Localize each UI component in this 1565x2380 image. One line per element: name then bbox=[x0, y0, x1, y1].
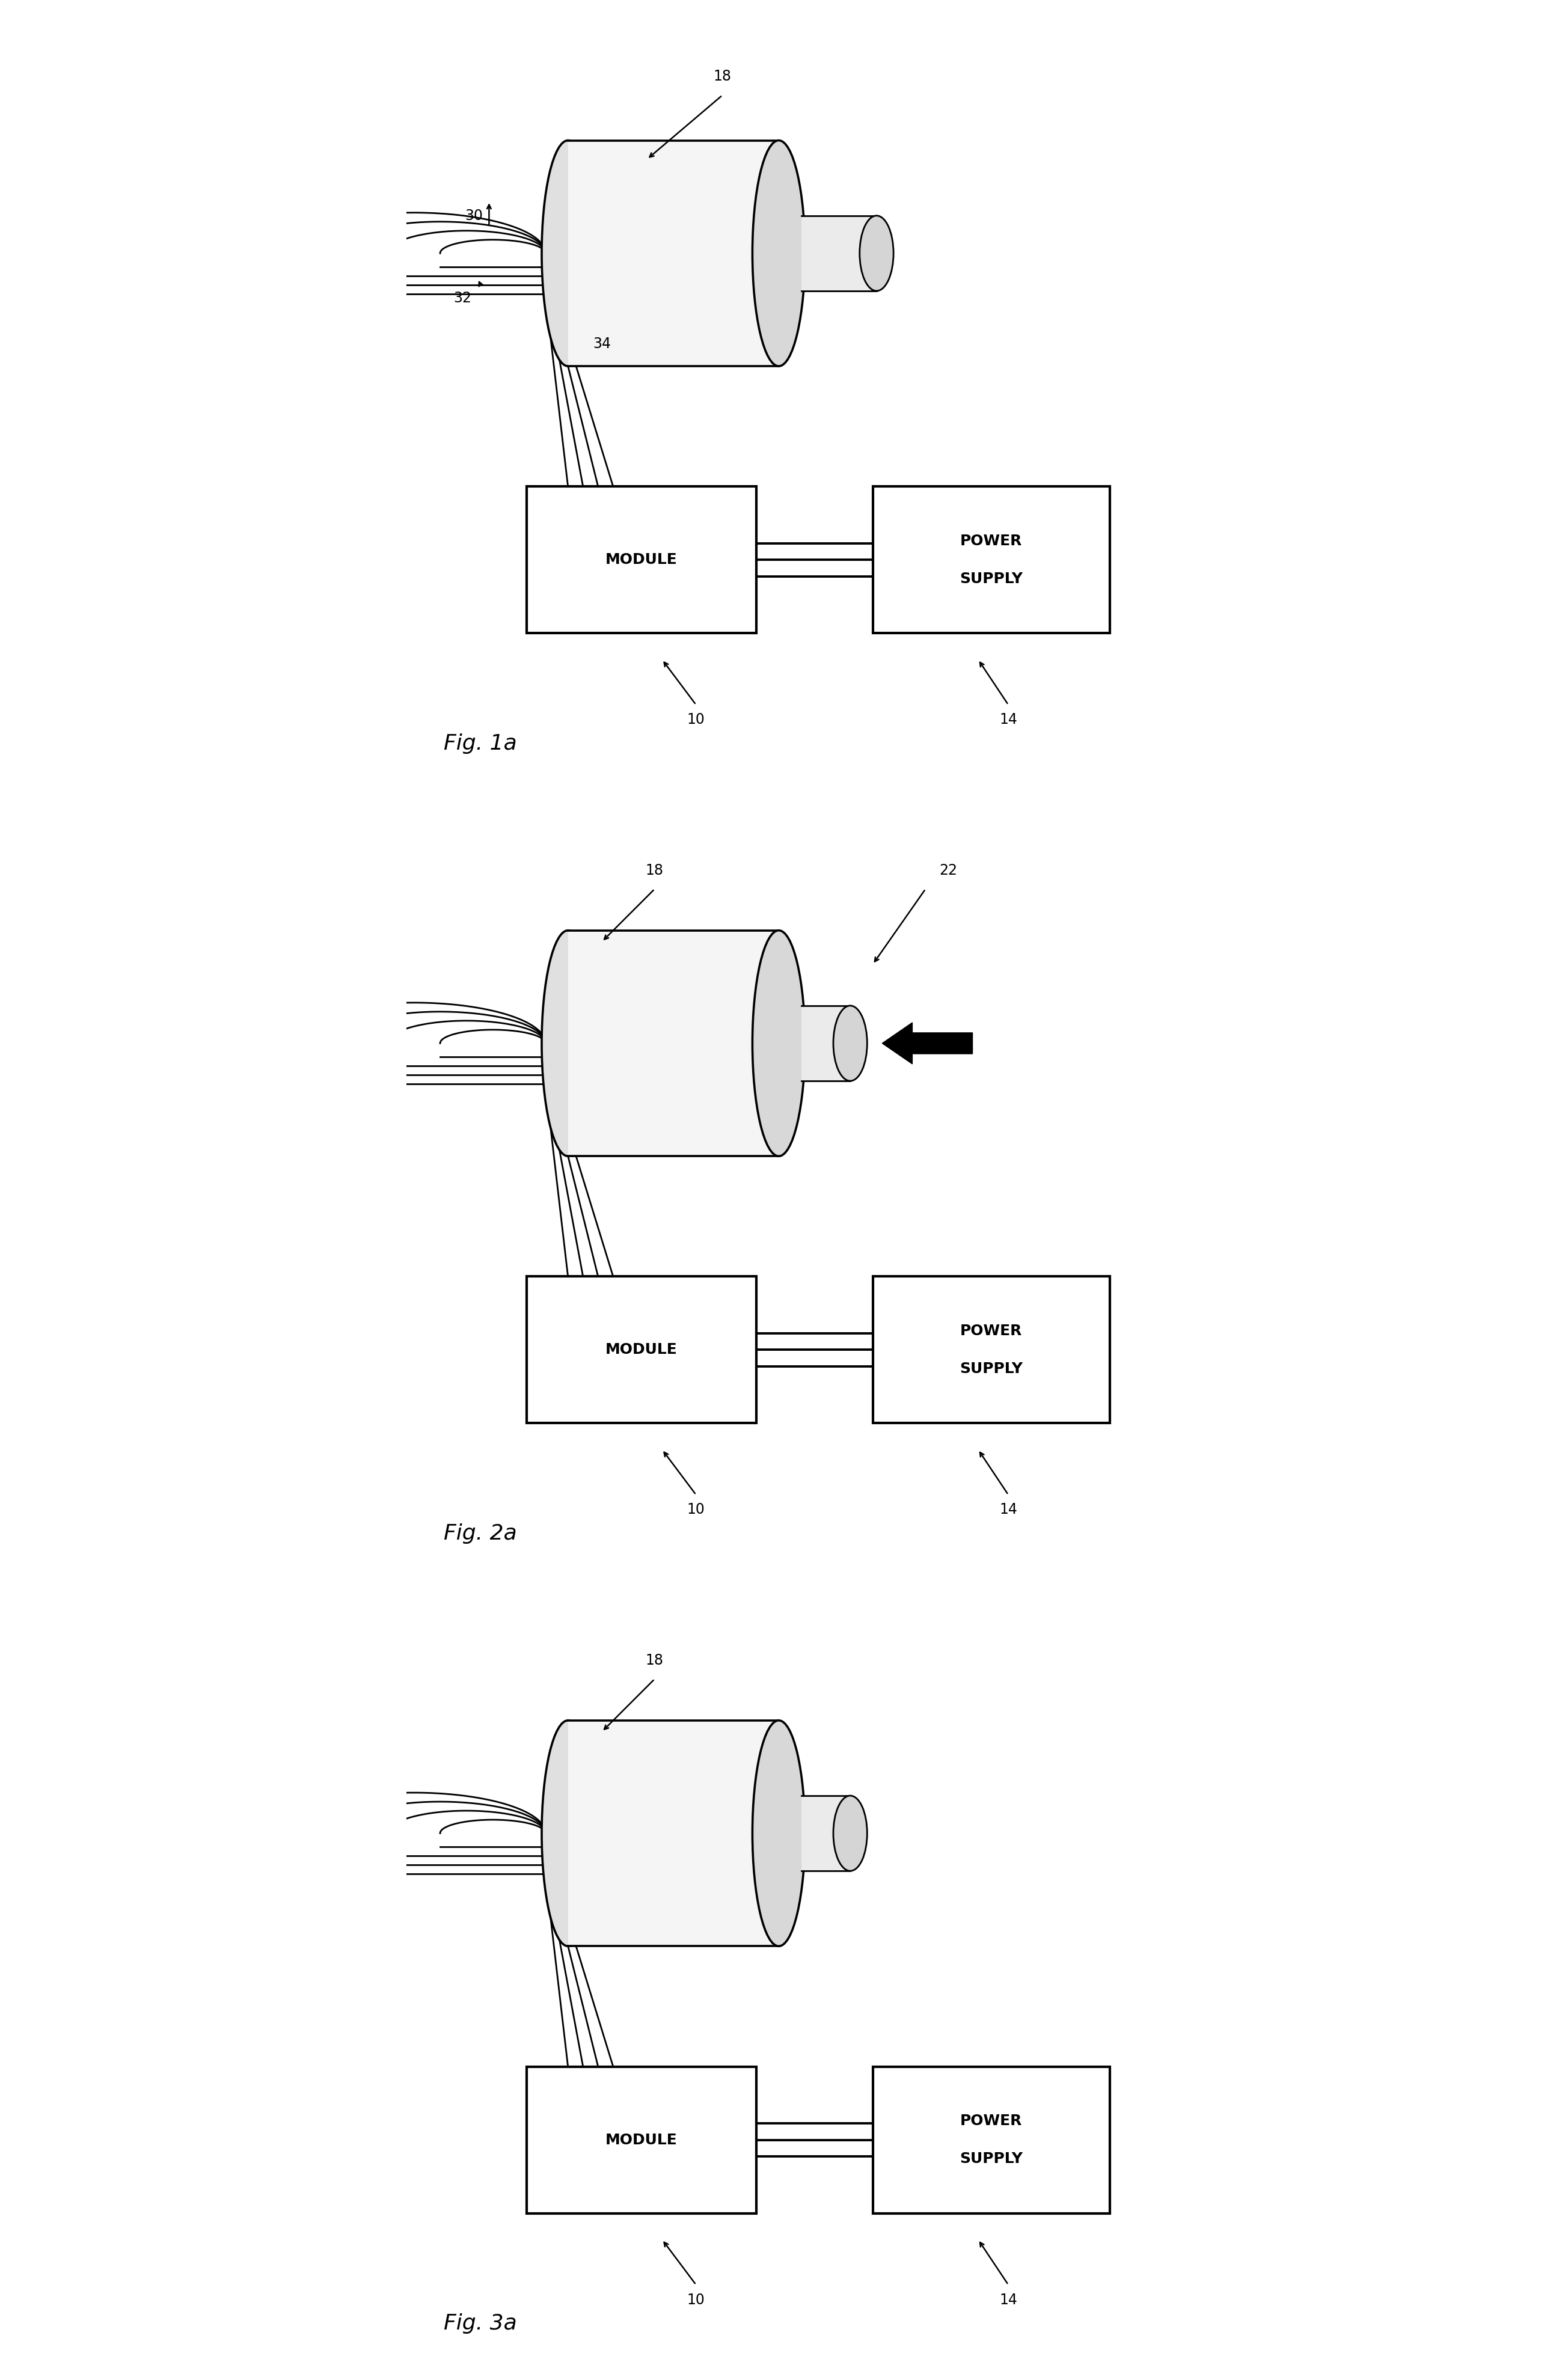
Bar bbox=[801, 1795, 850, 1871]
Text: 14: 14 bbox=[1000, 712, 1017, 726]
Text: MODULE: MODULE bbox=[606, 1342, 678, 1357]
Ellipse shape bbox=[753, 931, 804, 1157]
Text: 22: 22 bbox=[939, 864, 958, 878]
Text: SUPPLY: SUPPLY bbox=[959, 571, 1024, 585]
Bar bbox=[527, 1276, 756, 1423]
Text: 10: 10 bbox=[687, 1502, 704, 1516]
Bar bbox=[873, 2066, 1110, 2213]
Text: POWER: POWER bbox=[961, 533, 1022, 547]
Text: 30: 30 bbox=[465, 209, 484, 224]
Text: 14: 14 bbox=[1000, 2292, 1017, 2306]
FancyArrow shape bbox=[883, 1023, 972, 1064]
Ellipse shape bbox=[833, 1007, 867, 1081]
Text: Fig. 1a: Fig. 1a bbox=[444, 733, 516, 754]
Bar bbox=[801, 217, 876, 290]
Text: MODULE: MODULE bbox=[606, 2132, 678, 2147]
Text: Fig. 2a: Fig. 2a bbox=[444, 1523, 516, 1545]
Bar bbox=[568, 1721, 779, 1947]
Ellipse shape bbox=[859, 217, 894, 290]
Bar bbox=[568, 140, 779, 367]
Text: 34: 34 bbox=[593, 336, 610, 350]
Bar bbox=[527, 486, 756, 633]
Bar bbox=[527, 2066, 756, 2213]
Text: 32: 32 bbox=[454, 290, 471, 305]
Text: 10: 10 bbox=[687, 2292, 704, 2306]
Text: POWER: POWER bbox=[961, 1323, 1022, 1338]
Ellipse shape bbox=[833, 1795, 867, 1871]
Ellipse shape bbox=[753, 140, 804, 367]
Ellipse shape bbox=[541, 1721, 595, 1947]
Ellipse shape bbox=[541, 931, 595, 1157]
Text: 10: 10 bbox=[687, 712, 704, 726]
Ellipse shape bbox=[753, 1721, 804, 1947]
Text: 18: 18 bbox=[714, 69, 731, 83]
Text: 14: 14 bbox=[1000, 1502, 1017, 1516]
Bar bbox=[873, 1276, 1110, 1423]
Text: POWER: POWER bbox=[961, 2113, 1022, 2128]
Text: SUPPLY: SUPPLY bbox=[959, 2152, 1024, 2166]
Text: 18: 18 bbox=[645, 1654, 664, 1668]
Text: 18: 18 bbox=[645, 864, 664, 878]
Text: MODULE: MODULE bbox=[606, 552, 678, 566]
Text: SUPPLY: SUPPLY bbox=[959, 1361, 1024, 1376]
Ellipse shape bbox=[541, 140, 595, 367]
Text: Fig. 3a: Fig. 3a bbox=[444, 2313, 516, 2335]
Bar bbox=[568, 931, 779, 1157]
Bar bbox=[873, 486, 1110, 633]
Bar bbox=[801, 1007, 850, 1081]
